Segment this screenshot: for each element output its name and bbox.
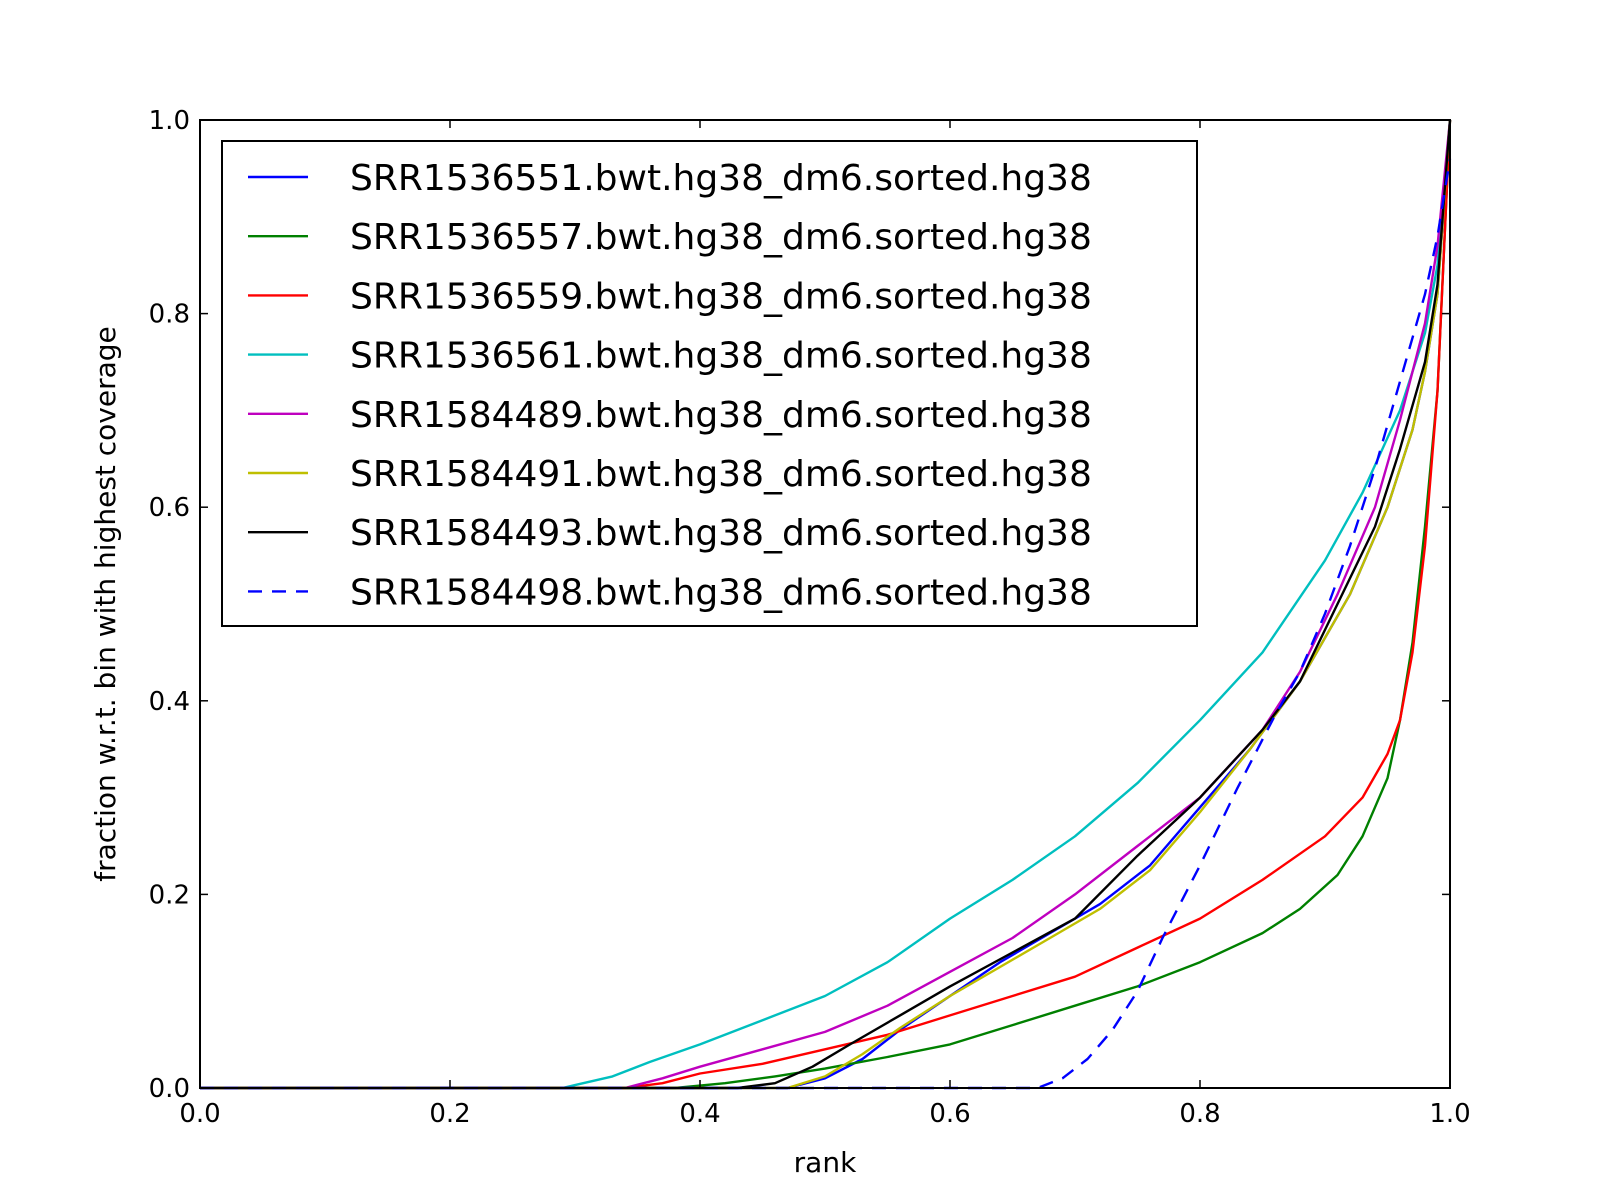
x-tick-label: 1.0 xyxy=(1429,1099,1470,1129)
plot-frame xyxy=(199,119,1451,1089)
legend: SRR1536551.bwt.hg38_dm6.sorted.hg38 SRR15… xyxy=(221,140,1198,627)
y-axis-label: fraction w.r.t. bin with highest coverag… xyxy=(89,326,122,882)
y-tick-label: 0.0 xyxy=(149,1074,190,1104)
series-line-5 xyxy=(200,119,1452,1090)
series-line-7 xyxy=(200,119,1452,1090)
x-tick-label: 0.6 xyxy=(929,1099,970,1129)
x-tick-label: 0.2 xyxy=(429,1099,470,1129)
ticks-layer: 0.0 0.2 0.4 0.6 0.8 1.0 0.0 0.2 0.4 0.6 0.8 1.0 xyxy=(149,106,1471,1129)
legend-label-3: SRR1536559.bwt.hg38_dm6.sorted.hg38 xyxy=(350,276,1092,317)
x-tick-label: 0.0 xyxy=(179,1099,220,1129)
y-tick-label: 0.8 xyxy=(149,300,190,330)
series-layer xyxy=(200,119,1452,1090)
series-line-6 xyxy=(200,119,1452,1090)
legend-label-8: SRR1584498.bwt.hg38_dm6.sorted.hg38 xyxy=(350,572,1092,613)
y-tick-label: 0.4 xyxy=(149,687,190,717)
legend-label-6: SRR1584491.bwt.hg38_dm6.sorted.hg38 xyxy=(350,454,1092,495)
legend-box xyxy=(221,140,1198,627)
y-tick-label: 0.6 xyxy=(149,493,190,523)
y-tick-label: 1.0 xyxy=(149,106,190,136)
legend-label-5: SRR1584489.bwt.hg38_dm6.sorted.hg38 xyxy=(350,395,1092,436)
legend-label-7: SRR1584493.bwt.hg38_dm6.sorted.hg38 xyxy=(350,513,1092,554)
legend-label-2: SRR1536557.bwt.hg38_dm6.sorted.hg38 xyxy=(350,217,1092,258)
x-tick-label: 0.8 xyxy=(1179,1099,1220,1129)
series-line-4 xyxy=(200,119,1452,1090)
series-line-3 xyxy=(200,119,1452,1090)
legend-label-1: SRR1536551.bwt.hg38_dm6.sorted.hg38 xyxy=(350,158,1092,199)
legend-label-4: SRR1536561.bwt.hg38_dm6.sorted.hg38 xyxy=(350,336,1092,377)
x-tick-label: 0.4 xyxy=(679,1099,720,1129)
y-tick-label: 0.2 xyxy=(149,880,190,910)
x-axis-label: rank xyxy=(794,1146,857,1179)
series-line-8 xyxy=(200,158,1452,1090)
